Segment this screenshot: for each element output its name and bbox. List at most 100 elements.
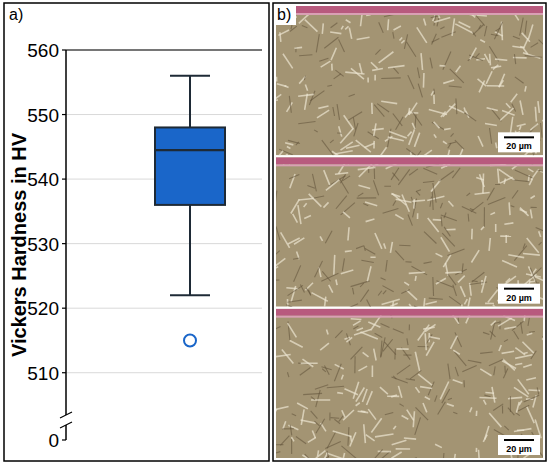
texture-stroke [292, 414, 296, 416]
texture-stroke [349, 28, 351, 39]
texture-stroke [528, 318, 529, 326]
texture-stroke [316, 451, 326, 458]
texture-stroke [367, 299, 372, 306]
texture-stroke [492, 387, 495, 403]
texture-stroke [397, 365, 410, 375]
texture-stroke [484, 395, 490, 397]
texture-stroke [445, 271, 462, 273]
texture-stroke [425, 324, 435, 331]
texture-stroke [371, 103, 373, 114]
texture-stroke [407, 290, 417, 300]
texture-stroke [522, 33, 530, 42]
scale-bar-ground [498, 284, 540, 304]
texture-stroke [540, 171, 543, 175]
texture-stroke [381, 101, 397, 103]
texture-stroke [508, 408, 514, 416]
texture-stroke [321, 453, 328, 458]
texture-stroke [480, 369, 491, 376]
texture-stroke [353, 288, 354, 295]
texture-stroke [322, 369, 326, 372]
texture-stroke [414, 306, 425, 307]
texture-stroke [537, 387, 538, 394]
texture-stroke [330, 32, 341, 34]
grid-line [66, 50, 262, 51]
whisker [189, 205, 191, 295]
texture-stroke [276, 444, 283, 445]
texture-stroke [372, 366, 374, 378]
texture-stroke [470, 407, 472, 412]
micrograph-ground [276, 309, 543, 458]
texture-stroke [348, 227, 349, 240]
texture-stroke [459, 22, 471, 28]
axis-break [60, 422, 72, 428]
texture-stroke [520, 101, 523, 115]
texture-stroke [356, 403, 360, 406]
texture-stroke [300, 368, 311, 376]
texture-stroke [312, 293, 328, 302]
texture-stroke [329, 412, 330, 420]
texture-stroke [409, 169, 418, 175]
texture-stroke [511, 206, 515, 207]
texture-stroke [291, 439, 292, 454]
texture-stroke [495, 59, 507, 60]
texture-stroke [336, 279, 337, 285]
texture-stroke [524, 49, 528, 54]
texture-stroke [451, 133, 454, 136]
texture-stroke [276, 406, 289, 409]
texture-stroke [414, 151, 421, 156]
texture-stroke [502, 406, 503, 414]
texture-stroke [343, 212, 350, 218]
texture-stroke [361, 260, 373, 262]
texture-stroke [276, 251, 280, 258]
texture-stroke [530, 196, 534, 199]
texture-stroke [327, 85, 332, 86]
texture-stroke [357, 197, 376, 198]
texture-stroke [294, 47, 302, 49]
texture-stroke [366, 435, 375, 441]
texture-stroke [446, 263, 449, 276]
texture-stroke [321, 61, 331, 67]
texture-stroke [452, 168, 460, 178]
texture-stroke [304, 76, 305, 80]
texture-stroke [345, 26, 348, 29]
texture-stroke [287, 372, 288, 377]
texture-stroke [339, 126, 342, 136]
texture-stroke [471, 229, 473, 240]
texture-stroke [541, 123, 543, 138]
texture-stroke [423, 298, 425, 307]
texture-stroke [530, 124, 538, 131]
texture-stroke [390, 242, 392, 253]
texture-stroke [448, 398, 452, 400]
texture-stroke [276, 154, 288, 155]
texture-stroke [539, 40, 543, 49]
texture-stroke [342, 258, 344, 271]
texture-stroke [429, 298, 443, 299]
texture-stroke [302, 359, 313, 367]
texture-stroke [494, 366, 495, 375]
texture-stroke [418, 325, 429, 341]
texture-stroke [276, 258, 285, 266]
texture-stroke [298, 94, 314, 96]
texture-stroke [443, 80, 454, 83]
texture-stroke [304, 203, 307, 207]
texture-stroke [504, 426, 508, 430]
texture-stroke [394, 26, 401, 30]
texture-stroke [324, 297, 325, 307]
texture-stroke [502, 351, 515, 353]
texture-stroke [485, 54, 490, 63]
texture-stroke [432, 34, 437, 45]
texture-stroke [285, 143, 293, 145]
texture-stroke [443, 52, 451, 70]
texture-stroke [456, 66, 461, 73]
texture-stroke [515, 77, 524, 83]
texture-stroke [526, 378, 536, 380]
whisker [189, 76, 191, 128]
texture-stroke [404, 438, 416, 439]
texture-stroke [357, 328, 363, 331]
texture-stroke [337, 133, 342, 134]
texture-stroke [334, 74, 341, 79]
texture-stroke [489, 54, 491, 66]
texture-stroke [297, 403, 308, 409]
texture-stroke [286, 288, 298, 289]
texture-stroke [519, 126, 521, 130]
